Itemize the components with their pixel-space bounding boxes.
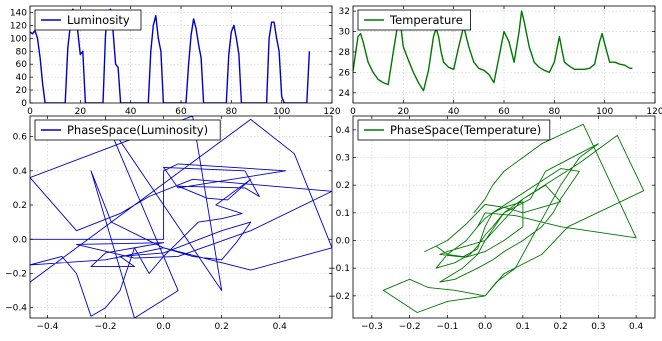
y-tick-label: −0.2 [328,292,350,302]
y-tick-label: −0.4 [5,304,27,314]
x-tick-label: 0.3 [591,322,605,332]
x-tick-label: 120 [646,107,662,117]
legend-box [34,9,142,31]
x-tick-label: 80 [226,107,238,117]
y-tick-label: 0 [21,99,27,109]
x-tick-label: −0.4 [36,322,58,332]
x-tick-label: 20 [398,107,410,117]
y-tick-label: 140 [10,8,27,18]
temperature-panel: 0 20 40 60 80 100 120 24 26 28 30 32 Temperature [339,5,662,117]
y-tick-label: −0.2 [5,269,27,279]
axes-frame [352,115,656,319]
y-tick-label: 0.4 [13,167,28,177]
legend-label: PhaseSpace(Luminosity) [67,123,208,137]
y-tick-label: 26 [339,68,351,78]
x-tick-label: 0.2 [553,322,567,332]
x-tick-label: 100 [273,107,290,117]
phase-luminosity-panel: −0.4 −0.2 0.0 0.2 0.4 −0.4 −0.2 0.0 0.2 0.4 0.6 Pha… [5,115,333,332]
phase-luminosity-series-line [30,116,332,318]
legend-label: Luminosity [67,13,130,27]
y-tick-label: 80 [16,47,28,57]
y-tick-label: 120 [10,21,27,31]
x-tick-label: −0.3 [361,322,383,332]
x-tick-label: 0.2 [214,322,228,332]
y-tick-label: 28 [339,48,351,58]
luminosity-panel: 0 20 40 60 80 100 120 0 20 40 60 80 100 120 140 Luminos… [10,5,341,117]
x-tick-label: 20 [75,107,87,117]
x-tick-label: 60 [498,107,510,117]
legend-box [357,119,551,141]
axes-frame [29,115,333,319]
x-tick-label: 120 [323,107,340,117]
phase-temperature-series-line [382,123,645,313]
y-tick-label: 0.6 [13,133,28,143]
legend-box [357,9,471,31]
y-tick-label: 0.3 [336,154,350,164]
y-tick-label: 30 [339,28,351,38]
legend-label: PhaseSpace(Temperature) [390,123,541,137]
x-tick-label: 0 [350,107,356,117]
y-tick-label: 0.1 [336,209,350,219]
x-tick-label: 0.4 [629,322,644,332]
y-tick-label: −0.1 [328,264,350,274]
x-tick-label: 0.4 [273,322,288,332]
y-tick-label: 0.2 [336,181,350,191]
y-tick-label: 0.0 [13,235,28,245]
phase-temperature-panel: −0.3 −0.2 −0.1 0.0 0.1 0.2 0.3 0.4 −0.2 −0.1 0.0 0.… [328,115,656,332]
y-tick-label: 0.4 [336,126,351,136]
x-tick-label: 0.0 [156,322,171,332]
y-tick-label: 20 [16,86,28,96]
x-tick-label: 0.0 [478,322,493,332]
x-tick-label: −0.2 [399,322,421,332]
x-tick-label: 100 [596,107,613,117]
y-tick-label: 40 [16,73,28,83]
x-tick-label: 0 [27,107,33,117]
y-tick-label: 0.2 [13,201,27,211]
y-tick-label: 32 [339,7,350,17]
x-tick-label: 40 [448,107,460,117]
y-tick-label: 100 [10,34,27,44]
x-tick-label: −0.1 [436,322,458,332]
y-tick-label: 0.0 [336,237,351,247]
x-tick-label: 0.1 [516,322,530,332]
legend-label: Temperature [389,13,463,27]
legend-box [34,119,221,141]
y-tick-label: 60 [16,60,28,70]
x-tick-label: 80 [549,107,561,117]
x-tick-label: 60 [175,107,187,117]
x-tick-label: −0.2 [95,322,117,332]
x-tick-label: 40 [125,107,137,117]
y-tick-label: 24 [339,89,351,99]
